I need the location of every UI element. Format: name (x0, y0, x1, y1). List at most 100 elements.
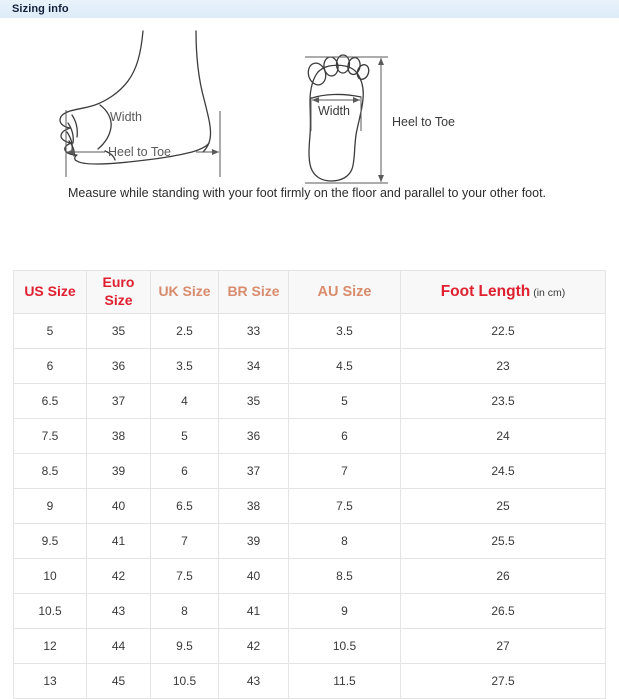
cell-us: 7.5 (13, 418, 87, 454)
column-header-euro-size: Euro Size (86, 270, 151, 314)
column-header-euro-size-label: Euro Size (102, 274, 135, 308)
side-view-heel-to-toe-label: Heel to Toe (108, 145, 171, 159)
cell-euro: 38 (86, 418, 151, 454)
cell-foot: 24 (400, 418, 606, 454)
cell-foot: 25 (400, 488, 606, 524)
table-body: 5 35 2.5 33 3.5 22.5 6 36 3.5 34 4.5 23 6.5 37 4 35 5 23.… (13, 313, 606, 699)
cell-euro: 40 (86, 488, 151, 524)
cell-br: 35 (218, 383, 289, 419)
cell-foot: 27 (400, 628, 606, 664)
cell-uk: 5 (150, 418, 219, 454)
column-header-foot-length-label: Foot Length (440, 283, 531, 301)
cell-br: 42 (218, 628, 289, 664)
column-header-br-size-label: BR Size (227, 283, 280, 300)
column-header-uk-size-label: UK Size (158, 283, 211, 300)
column-header-foot-length-unit: (in cm) (533, 287, 566, 300)
cell-uk: 6.5 (150, 488, 219, 524)
cell-br: 43 (218, 663, 289, 699)
cell-us: 6.5 (13, 383, 87, 419)
cell-au: 3.5 (288, 313, 401, 349)
shoe-size-conversion-table: US Size Euro Size UK Size BR Size AU Siz… (13, 270, 606, 699)
cell-br: 36 (218, 418, 289, 454)
cell-euro: 41 (86, 523, 151, 559)
sole-view-width-label: Width (318, 104, 350, 118)
cell-us: 9 (13, 488, 87, 524)
cell-us: 12 (13, 628, 87, 664)
cell-foot: 26.5 (400, 593, 606, 629)
cell-br: 37 (218, 453, 289, 489)
column-header-us-size-label: US Size (24, 283, 76, 300)
cell-au: 11.5 (288, 663, 401, 699)
cell-au: 4.5 (288, 348, 401, 384)
cell-foot: 27.5 (400, 663, 606, 699)
table-row: 12 44 9.5 42 10.5 27 (13, 628, 606, 664)
cell-euro: 42 (86, 558, 151, 594)
cell-euro: 39 (86, 453, 151, 489)
cell-foot: 23.5 (400, 383, 606, 419)
cell-foot: 25.5 (400, 523, 606, 559)
cell-uk: 10.5 (150, 663, 219, 699)
cell-foot: 24.5 (400, 453, 606, 489)
table-row: 5 35 2.5 33 3.5 22.5 (13, 313, 606, 349)
cell-uk: 9.5 (150, 628, 219, 664)
table-row: 10 42 7.5 40 8.5 26 (13, 558, 606, 594)
cell-br: 38 (218, 488, 289, 524)
cell-foot: 23 (400, 348, 606, 384)
side-view-heel-to-toe-dimension (65, 110, 221, 177)
table-header-row: US Size Euro Size UK Size BR Size AU Siz… (13, 270, 606, 314)
cell-euro: 37 (86, 383, 151, 419)
foot-measurement-diagrams: Width Heel to Toe (0, 19, 619, 219)
sole-view-heel-to-toe-dimension (305, 56, 388, 184)
cell-euro: 44 (86, 628, 151, 664)
table-row: 6.5 37 4 35 5 23.5 (13, 383, 606, 419)
table-row: 9 40 6.5 38 7.5 25 (13, 488, 606, 524)
cell-au: 5 (288, 383, 401, 419)
cell-uk: 8 (150, 593, 219, 629)
cell-br: 39 (218, 523, 289, 559)
cell-uk: 6 (150, 453, 219, 489)
side-view-width-label: Width (110, 110, 142, 124)
cell-us: 9.5 (13, 523, 87, 559)
cell-us: 8.5 (13, 453, 87, 489)
cell-au: 6 (288, 418, 401, 454)
cell-au: 9 (288, 593, 401, 629)
cell-us: 6 (13, 348, 87, 384)
column-header-us-size: US Size (13, 270, 87, 314)
cell-us: 10.5 (13, 593, 87, 629)
column-header-uk-size: UK Size (150, 270, 219, 314)
cell-us: 10 (13, 558, 87, 594)
table-row: 10.5 43 8 41 9 26.5 (13, 593, 606, 629)
cell-br: 33 (218, 313, 289, 349)
foot-diagram-svg: Width Heel to Toe (59, 30, 455, 184)
column-header-br-size: BR Size (218, 270, 289, 314)
table-row: 6 36 3.5 34 4.5 23 (13, 348, 606, 384)
side-view-foot-illustration (59, 30, 212, 165)
cell-au: 7 (288, 453, 401, 489)
column-header-foot-length: Foot Length (in cm) (400, 270, 606, 314)
cell-au: 8.5 (288, 558, 401, 594)
cell-uk: 3.5 (150, 348, 219, 384)
cell-foot: 22.5 (400, 313, 606, 349)
cell-uk: 7.5 (150, 558, 219, 594)
cell-us: 5 (13, 313, 87, 349)
cell-euro: 36 (86, 348, 151, 384)
column-header-au-size-label: AU Size (317, 284, 372, 301)
cell-us: 13 (13, 663, 87, 699)
cell-euro: 45 (86, 663, 151, 699)
cell-au: 7.5 (288, 488, 401, 524)
table-row: 9.5 41 7 39 8 25.5 (13, 523, 606, 559)
cell-au: 8 (288, 523, 401, 559)
cell-uk: 2.5 (150, 313, 219, 349)
cell-uk: 7 (150, 523, 219, 559)
cell-br: 41 (218, 593, 289, 629)
cell-uk: 4 (150, 383, 219, 419)
cell-br: 34 (218, 348, 289, 384)
table-row: 7.5 38 5 36 6 24 (13, 418, 606, 454)
table-row: 13 45 10.5 43 11.5 27.5 (13, 663, 606, 699)
cell-au: 10.5 (288, 628, 401, 664)
table-row: 8.5 39 6 37 7 24.5 (13, 453, 606, 489)
cell-foot: 26 (400, 558, 606, 594)
sizing-info-header-bar: Sizing info (0, 0, 619, 19)
column-header-au-size: AU Size (288, 270, 401, 314)
cell-br: 40 (218, 558, 289, 594)
